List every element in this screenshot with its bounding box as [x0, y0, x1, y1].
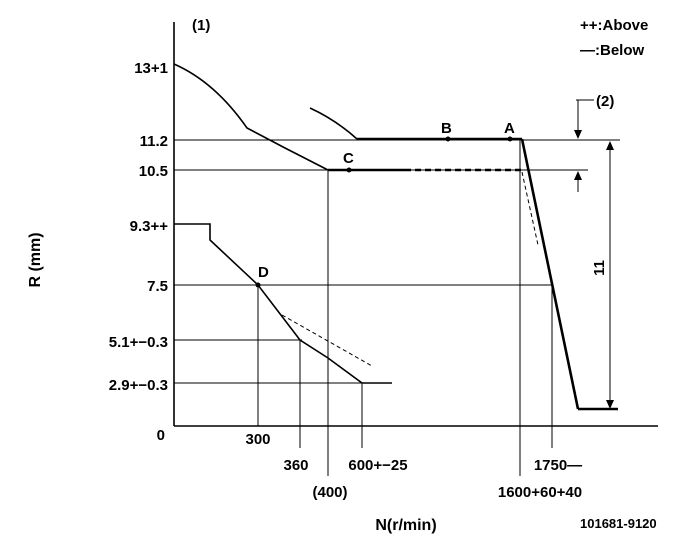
- y-tick-9-3: 9.3++: [130, 218, 169, 235]
- y-tick-7-5: 7.5: [147, 278, 168, 295]
- dimension-11-arrow-top: [606, 141, 614, 150]
- x-axis-title: N(r/min): [375, 517, 436, 534]
- legend-above: ++:Above: [580, 17, 648, 34]
- y-tick-2-9: 2.9+−0.3: [109, 377, 168, 394]
- point-c-marker: [346, 167, 352, 173]
- x-tick-400: (400): [312, 484, 347, 501]
- callout-2-arrow-top-head: [574, 130, 582, 139]
- y-tick-13: 13+1: [134, 60, 168, 77]
- point-c-label: C: [343, 150, 354, 167]
- callout-1-label: (1): [192, 17, 210, 34]
- governor-droop-line: [520, 138, 580, 410]
- x-tick-360: 360: [283, 457, 308, 474]
- y-tick-0: 0: [157, 427, 165, 444]
- lower-start-curve: [174, 223, 392, 384]
- x-tick-1600: 1600+60+40: [498, 484, 582, 501]
- x-tick-300: 300: [245, 431, 270, 448]
- y-tick-11-2: 11.2: [140, 133, 168, 150]
- point-b-marker: [445, 136, 451, 142]
- droop-dashed: [521, 171, 539, 246]
- x-tick-1750: 1750—: [534, 457, 582, 474]
- lower-dashed-branch: [281, 314, 373, 367]
- x-tick-600: 600+−25: [348, 457, 407, 474]
- y-tick-5-1: 5.1+−0.3: [109, 334, 168, 351]
- y-axis-title: R (mm): [27, 232, 44, 287]
- b-curve-entry: [309, 107, 358, 140]
- upper-boost-curve: [173, 63, 329, 171]
- point-b-label: B: [441, 120, 452, 137]
- part-number: 101681-9120: [580, 516, 657, 531]
- point-a-label: A: [504, 120, 515, 137]
- callout-2-arrow-bottom-head: [574, 171, 582, 180]
- y-tick-10-5: 10.5: [139, 163, 168, 180]
- dimension-11-label: 11: [591, 260, 608, 276]
- point-a-marker: [507, 136, 513, 142]
- point-d-label: D: [258, 264, 269, 281]
- point-d-marker: [255, 282, 261, 288]
- legend-below: —:Below: [580, 42, 645, 59]
- callout-2-label: (2): [596, 93, 614, 110]
- dimension-11-arrow-bottom: [606, 400, 614, 409]
